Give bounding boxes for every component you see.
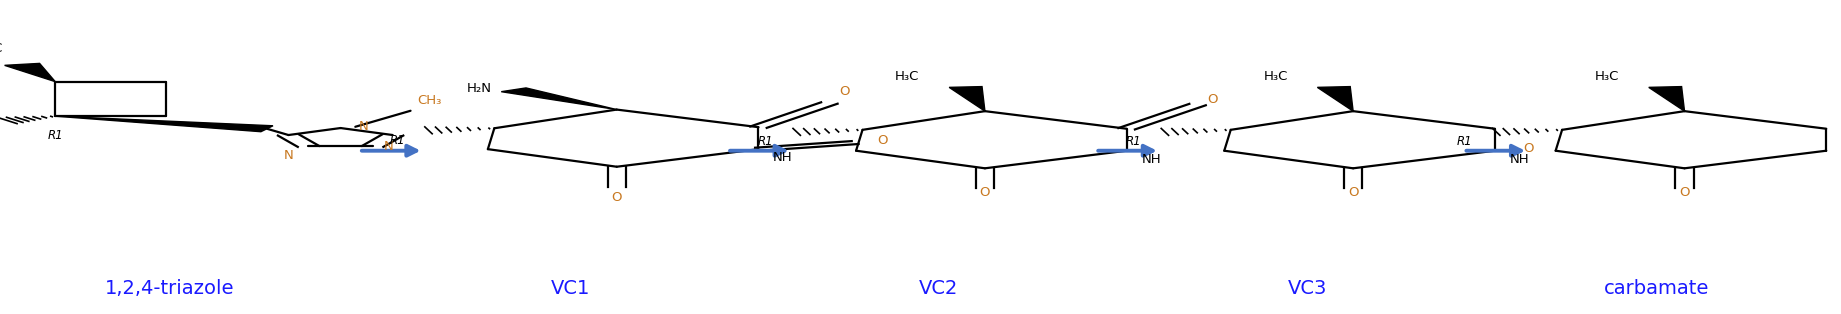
Text: N: N bbox=[383, 140, 394, 153]
Text: O: O bbox=[611, 191, 622, 204]
Text: H₃C: H₃C bbox=[895, 70, 920, 83]
Text: N: N bbox=[284, 149, 295, 162]
Text: R1: R1 bbox=[390, 134, 405, 147]
Text: 1,2,4-triazole: 1,2,4-triazole bbox=[105, 279, 234, 298]
Text: NH: NH bbox=[773, 151, 793, 165]
Text: N: N bbox=[359, 120, 368, 133]
Text: R1: R1 bbox=[48, 129, 63, 142]
Text: R1: R1 bbox=[758, 135, 773, 148]
Text: R1: R1 bbox=[1127, 135, 1141, 148]
Text: VC3: VC3 bbox=[1287, 279, 1327, 298]
Text: O: O bbox=[1348, 186, 1359, 199]
Text: H₃C: H₃C bbox=[1263, 70, 1289, 83]
Text: H₃C: H₃C bbox=[1594, 70, 1620, 83]
Text: H₃C: H₃C bbox=[0, 42, 4, 55]
Text: O: O bbox=[839, 85, 849, 98]
Text: VC1: VC1 bbox=[550, 279, 591, 298]
Text: VC2: VC2 bbox=[919, 279, 959, 298]
Text: R1: R1 bbox=[1458, 135, 1473, 148]
Text: H₂N: H₂N bbox=[466, 82, 492, 95]
Text: O: O bbox=[1208, 93, 1217, 106]
Text: CH₃: CH₃ bbox=[416, 94, 442, 107]
Text: O: O bbox=[876, 134, 887, 148]
Polygon shape bbox=[1318, 87, 1353, 111]
Text: O: O bbox=[979, 186, 990, 199]
Polygon shape bbox=[55, 116, 272, 132]
Polygon shape bbox=[950, 87, 985, 111]
Polygon shape bbox=[4, 63, 55, 82]
Polygon shape bbox=[501, 88, 617, 110]
Text: O: O bbox=[1679, 186, 1690, 199]
Polygon shape bbox=[1650, 87, 1685, 111]
Text: NH: NH bbox=[1141, 153, 1162, 166]
Text: carbamate: carbamate bbox=[1604, 279, 1710, 298]
Text: O: O bbox=[1523, 142, 1534, 155]
Text: NH: NH bbox=[1510, 153, 1530, 166]
